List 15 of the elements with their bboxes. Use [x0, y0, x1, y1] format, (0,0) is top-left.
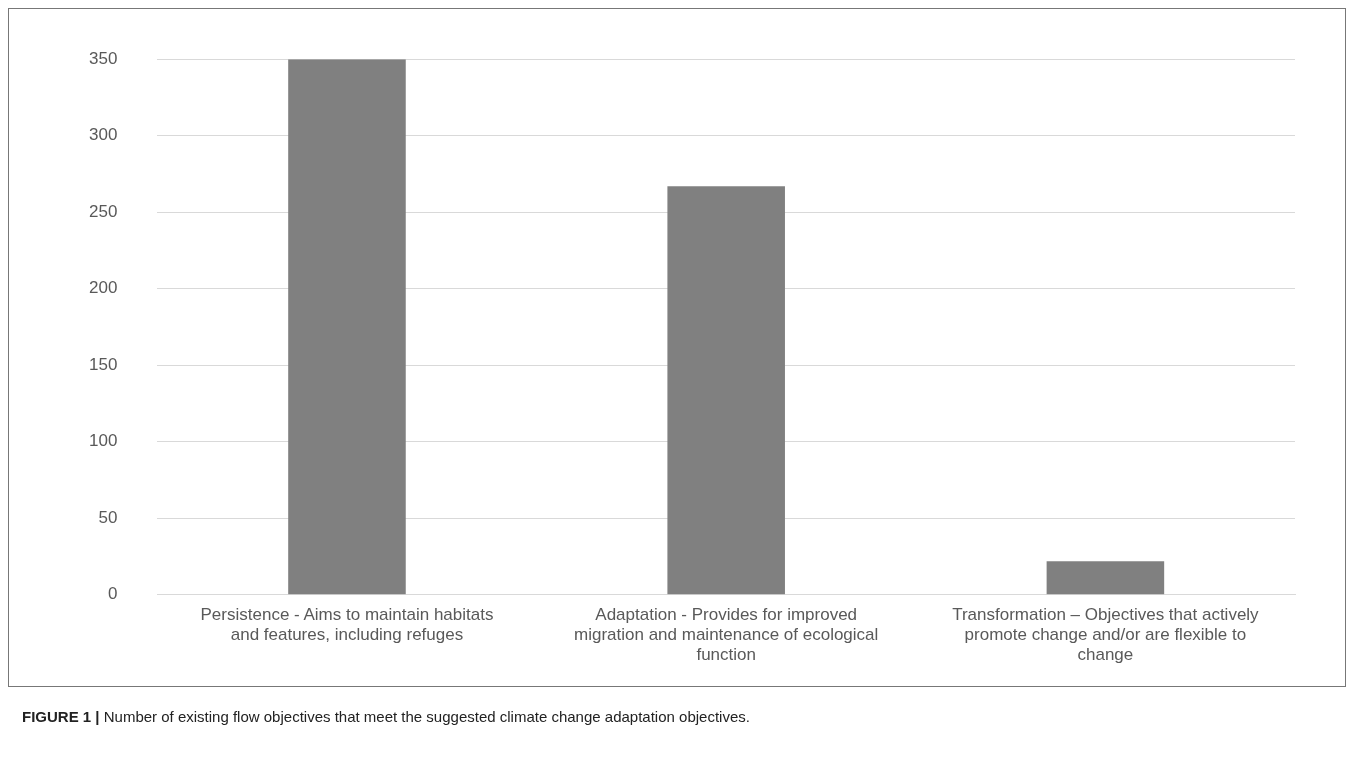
x-tick-label: Transformation – Objectives that actively promote change and/or are flexible to change [952, 604, 1260, 665]
y-tick-label: 150 [88, 354, 118, 374]
y-tick-label: 50 [98, 507, 118, 527]
x-tick-label: Persistence - Aims to maintain habitats and features, including refuges [200, 604, 494, 645]
y-tick-label: 300 [88, 125, 118, 145]
y-tick-label: 0 [107, 584, 118, 604]
bar [667, 186, 785, 595]
caption: FIGURE 1 | Number of existing flow objectives that meet the suggested climate change adaptation objectives. [22, 708, 750, 725]
y-tick-label: 100 [88, 431, 118, 451]
y-tick-label: 200 [88, 278, 118, 298]
y-tick-label: 350 [88, 48, 118, 68]
bar [288, 59, 406, 595]
bar [1046, 561, 1165, 595]
x-tick-label: Adaptation - Provides for improved migration and maintenance of ecological function [574, 604, 879, 665]
y-tick-label: 250 [88, 201, 118, 221]
